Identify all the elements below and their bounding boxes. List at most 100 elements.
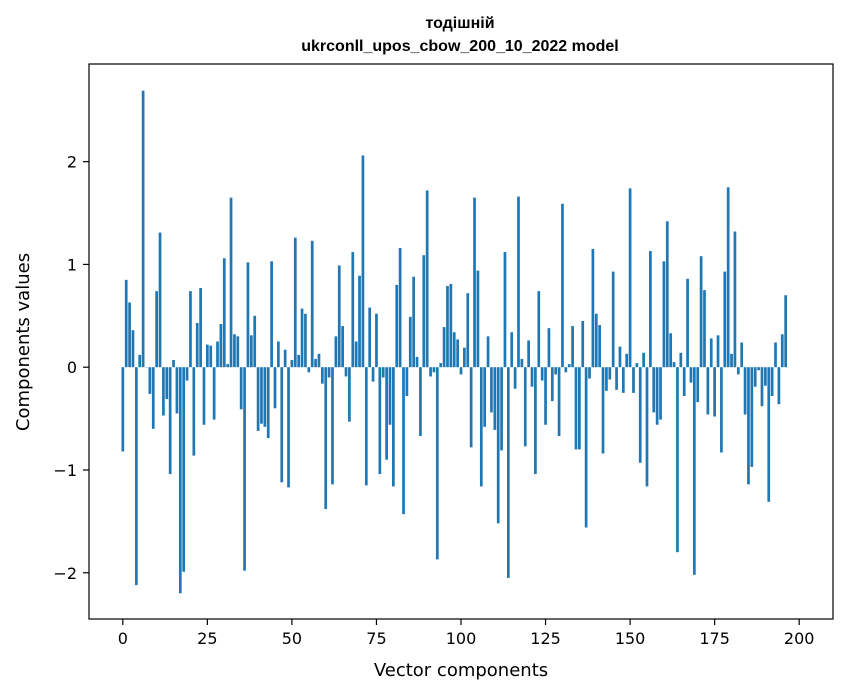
bar-11 <box>158 232 162 368</box>
bar-147 <box>618 346 622 368</box>
bar-188 <box>757 367 760 371</box>
bar-83 <box>402 367 405 515</box>
bar-15 <box>172 360 175 368</box>
bar-120 <box>527 340 530 368</box>
bar-121 <box>530 367 534 387</box>
bar-184 <box>743 367 747 415</box>
bar-117 <box>517 196 520 368</box>
bar-75 <box>375 313 378 368</box>
bar-129 <box>557 367 561 437</box>
bar-196 <box>784 295 788 368</box>
bar-39 <box>253 315 257 368</box>
bar-4 <box>134 367 138 586</box>
bar-93 <box>435 367 439 560</box>
bar-105 <box>476 270 480 368</box>
bar-62 <box>331 367 334 485</box>
bar-67 <box>348 367 351 422</box>
bar-77 <box>381 367 385 378</box>
bar-144 <box>608 367 612 380</box>
bar-76 <box>378 367 382 475</box>
bar-110 <box>493 367 497 430</box>
bar-89 <box>422 255 426 368</box>
bar-80 <box>392 367 395 487</box>
bar-109 <box>490 367 493 413</box>
bar-63 <box>334 336 338 368</box>
bar-162 <box>669 333 673 368</box>
x-tick-label-7: 175 <box>699 629 730 648</box>
bar-143 <box>605 367 608 391</box>
bar-55 <box>307 367 311 373</box>
bar-87 <box>415 356 419 368</box>
y-tick-label-2: 0 <box>67 358 77 377</box>
bar-26 <box>209 345 213 368</box>
bar-0 <box>121 367 125 452</box>
bar-192 <box>770 367 774 396</box>
chart-title-line2: ukrconll_upos_cbow_200_10_2022 model <box>301 38 618 55</box>
bar-111 <box>496 367 500 524</box>
bar-12 <box>162 367 165 416</box>
bar-142 <box>601 367 605 454</box>
bar-88 <box>419 367 422 437</box>
bar-32 <box>229 197 233 368</box>
x-tick-label-6: 150 <box>615 629 646 648</box>
bar-115 <box>510 332 514 368</box>
bar-51 <box>293 237 297 368</box>
bar-10 <box>155 291 158 368</box>
bar-174 <box>709 338 713 368</box>
bar-18 <box>182 367 186 572</box>
bar-50 <box>290 360 294 368</box>
bar-178 <box>723 271 727 368</box>
bar-159 <box>659 367 662 420</box>
bar-136 <box>581 320 585 368</box>
bar-148 <box>621 367 625 393</box>
bar-125 <box>544 367 547 425</box>
bar-163 <box>672 362 676 368</box>
bar-100 <box>459 367 463 375</box>
bar-145 <box>611 271 615 368</box>
bar-170 <box>696 367 700 403</box>
bar-102 <box>466 293 470 368</box>
bar-61 <box>327 367 331 378</box>
bar-72 <box>364 367 368 486</box>
bar-118 <box>520 358 524 368</box>
bar-177 <box>720 367 723 453</box>
bar-16 <box>175 367 179 414</box>
bar-152 <box>635 363 639 368</box>
bar-35 <box>239 367 243 410</box>
y-tick-label-0: −2 <box>53 564 77 583</box>
bar-183 <box>740 342 744 368</box>
bar-41 <box>260 367 263 424</box>
x-tick-label-1: 25 <box>197 629 217 648</box>
bar-187 <box>753 367 757 387</box>
bar-79 <box>388 367 392 425</box>
bar-30 <box>222 258 226 368</box>
bar-176 <box>716 335 720 368</box>
bar-38 <box>249 335 253 368</box>
bar-95 <box>442 327 446 368</box>
bar-49 <box>287 367 290 488</box>
bar-99 <box>456 339 459 368</box>
bar-168 <box>689 367 693 383</box>
bar-133 <box>571 326 574 368</box>
bar-40 <box>256 367 260 431</box>
bar-96 <box>446 286 449 368</box>
bar-84 <box>405 367 409 396</box>
x-tick-label-3: 75 <box>366 629 386 648</box>
bar-36 <box>243 367 246 571</box>
bar-165 <box>679 352 683 368</box>
bar-8 <box>148 367 152 394</box>
bar-23 <box>199 288 202 368</box>
bar-139 <box>591 249 595 368</box>
bar-13 <box>165 367 169 400</box>
bar-85 <box>408 316 412 368</box>
bar-47 <box>280 367 284 483</box>
bar-90 <box>425 190 429 368</box>
bar-180 <box>730 353 733 368</box>
bar-151 <box>632 367 635 393</box>
bar-182 <box>736 367 740 375</box>
bar-186 <box>750 367 754 467</box>
y-axis-ticks: −2 −1 0 1 2 <box>53 153 89 583</box>
bar-161 <box>665 221 669 368</box>
bar-42 <box>263 367 267 427</box>
